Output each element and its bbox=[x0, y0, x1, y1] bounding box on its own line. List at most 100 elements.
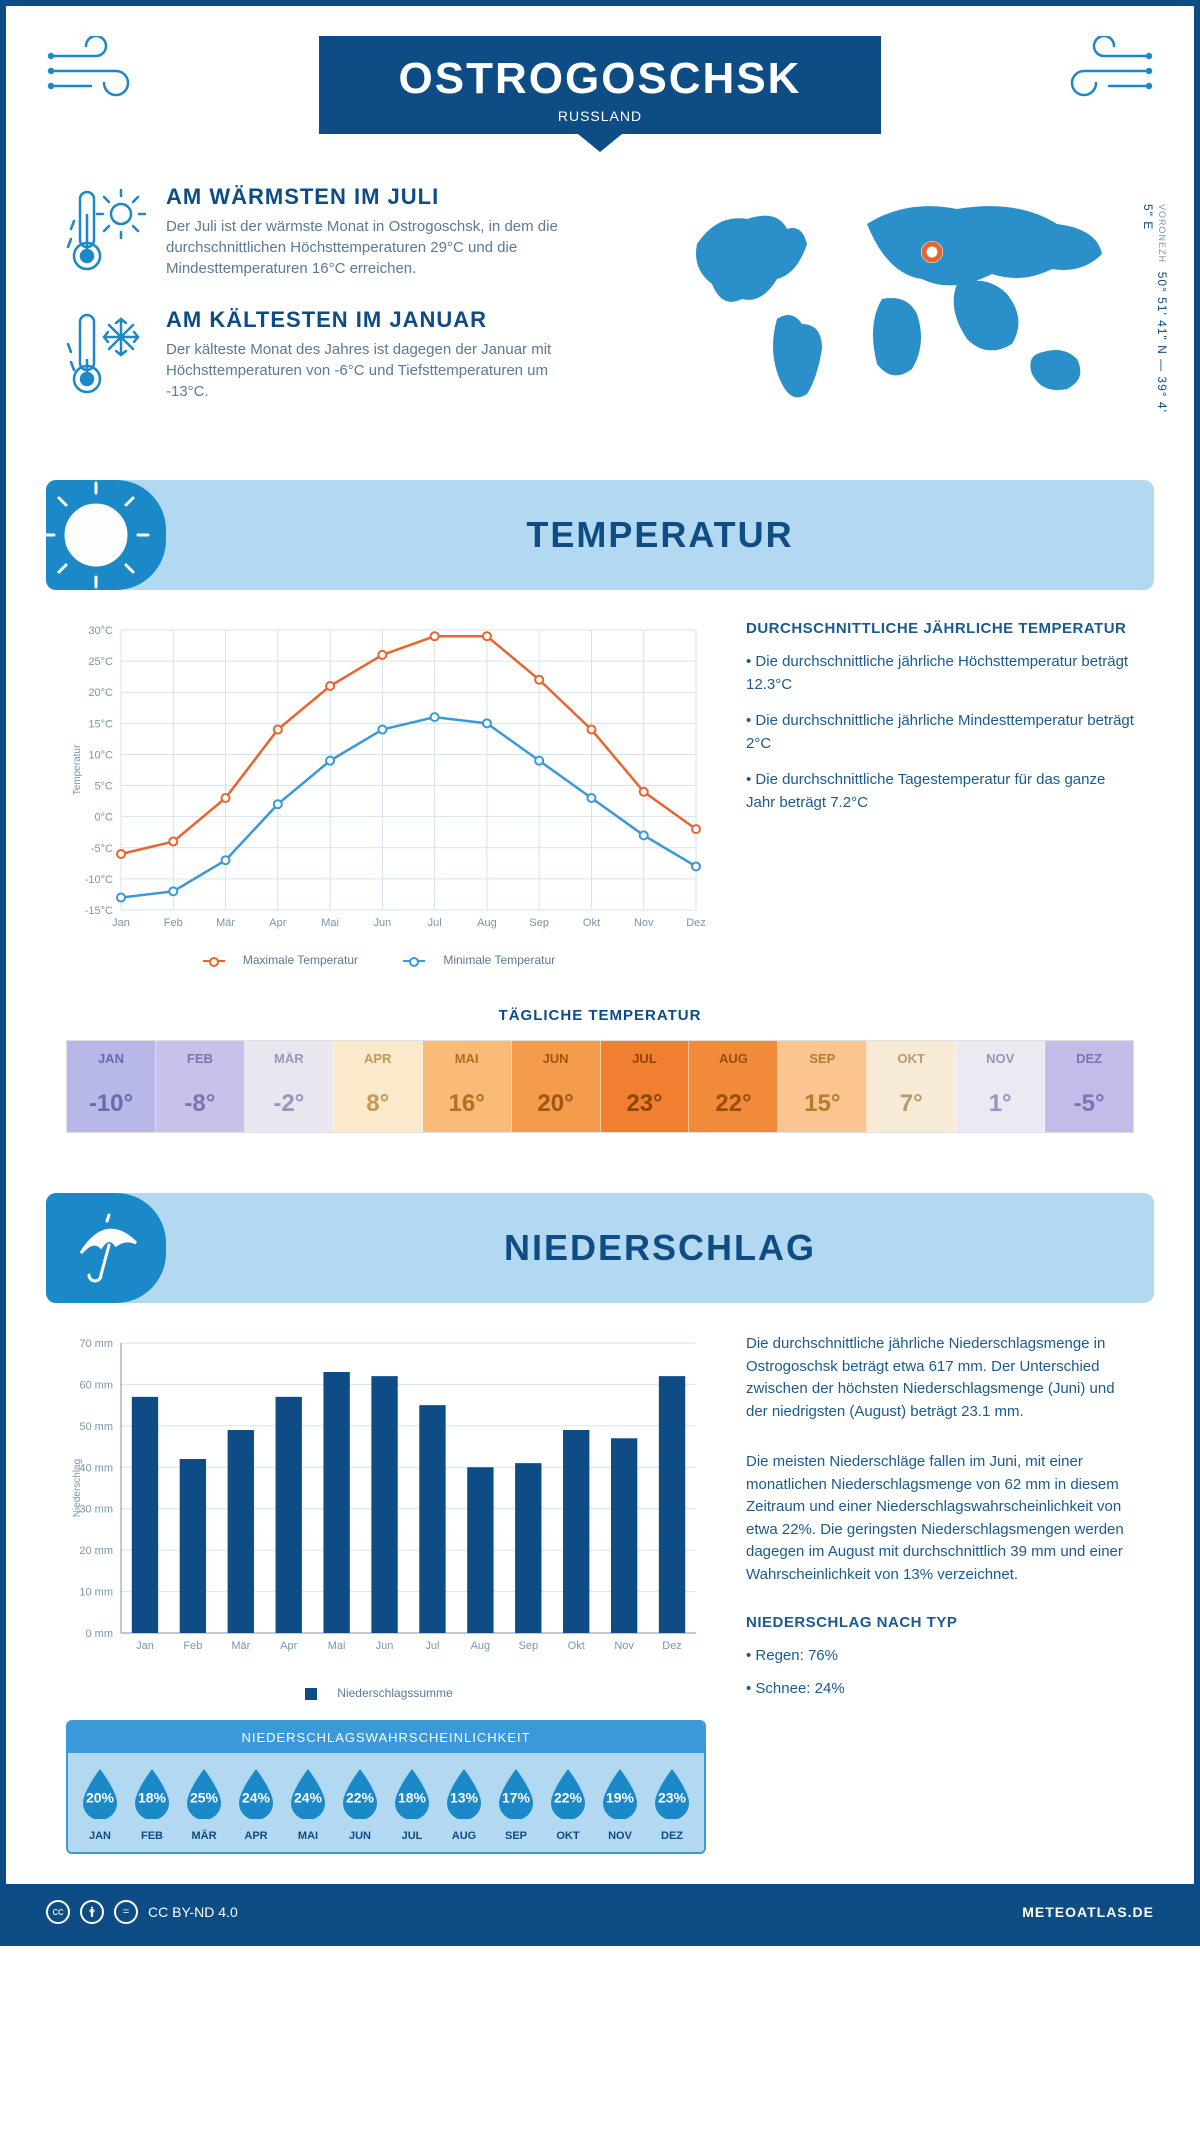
prob-cell: 24%APR bbox=[230, 1767, 282, 1842]
svg-text:Jan: Jan bbox=[136, 1640, 154, 1652]
precip-para: Die meisten Niederschläge fallen im Juni… bbox=[746, 1451, 1134, 1586]
svg-text:Jun: Jun bbox=[373, 917, 391, 929]
wind-icon bbox=[46, 36, 156, 111]
temp-value: 15° bbox=[778, 1076, 866, 1132]
prob-cell: 13%AUG bbox=[438, 1767, 490, 1842]
month-label: FEB bbox=[156, 1041, 244, 1076]
temp-cell: FEB-8° bbox=[156, 1041, 245, 1132]
raindrop-icon: 13% bbox=[438, 1767, 490, 1824]
temperature-legend: Maximale Temperatur Minimale Temperatur bbox=[66, 953, 706, 967]
temp-value: 8° bbox=[334, 1076, 422, 1132]
month-label: JUL bbox=[601, 1041, 689, 1076]
svg-text:Jun: Jun bbox=[376, 1640, 394, 1652]
svg-text:Nov: Nov bbox=[614, 1640, 634, 1652]
month-label: MAI bbox=[282, 1830, 334, 1842]
prob-cell: 18% FEB bbox=[126, 1767, 178, 1842]
temp-cell: JAN-10° bbox=[67, 1041, 156, 1132]
raindrop-icon: 18% bbox=[386, 1767, 438, 1824]
type-bullet: • Schnee: 24% bbox=[746, 1678, 1134, 1701]
temp-value: 22° bbox=[689, 1076, 777, 1132]
prob-cell: 24% MAI bbox=[282, 1767, 334, 1842]
raindrop-icon: 18% bbox=[126, 1767, 178, 1824]
precipitation-probability: NIEDERSCHLAGSWAHRSCHEINLICHKEIT 20%JAN18… bbox=[66, 1720, 706, 1854]
fact-title: AM KÄLTESTEN IM JANUAR bbox=[166, 307, 566, 333]
world-map-icon bbox=[667, 184, 1127, 424]
svg-text:30 mm: 30 mm bbox=[79, 1504, 113, 1516]
fact-title: AM WÄRMSTEN IM JULI bbox=[166, 184, 566, 210]
license-text: CC BY-ND 4.0 bbox=[148, 1904, 238, 1920]
svg-text:Aug: Aug bbox=[477, 917, 497, 929]
svg-text:40 mm: 40 mm bbox=[79, 1462, 113, 1474]
temp-value: 23° bbox=[601, 1076, 689, 1132]
by-type-title: NIEDERSCHLAG NACH TYP bbox=[746, 1614, 1134, 1631]
svg-text:Mär: Mär bbox=[231, 1640, 250, 1652]
precipitation-text: Die durchschnittliche jährliche Niedersc… bbox=[746, 1333, 1134, 1854]
svg-text:-5°C: -5°C bbox=[91, 843, 113, 855]
license: cc 🛉 = CC BY-ND 4.0 bbox=[46, 1900, 238, 1924]
temp-cell: JUN20° bbox=[512, 1041, 601, 1132]
temp-value: 16° bbox=[423, 1076, 511, 1132]
month-label: OKT bbox=[542, 1830, 594, 1842]
svg-text:Okt: Okt bbox=[568, 1640, 585, 1652]
month-label: AUG bbox=[689, 1041, 777, 1076]
temp-cell: MÄR-2° bbox=[245, 1041, 334, 1132]
svg-text:Sep: Sep bbox=[519, 1640, 539, 1652]
fact-text: Der kälteste Monat des Jahres ist dagege… bbox=[166, 339, 566, 402]
world-map-container: VORONEZH 50° 51' 41" N — 39° 4' 5" E bbox=[667, 184, 1134, 430]
svg-text:Jul: Jul bbox=[428, 917, 442, 929]
month-label: DEZ bbox=[1045, 1041, 1133, 1076]
temp-value: -5° bbox=[1045, 1076, 1133, 1132]
stats-title: DURCHSCHNITTLICHE JÄHRLICHE TEMPERATUR bbox=[746, 620, 1134, 637]
section-banner-precipitation: NIEDERSCHLAG bbox=[46, 1193, 1154, 1303]
month-label: MÄR bbox=[178, 1830, 230, 1842]
temperature-stats: DURCHSCHNITTLICHE JÄHRLICHE TEMPERATUR •… bbox=[746, 620, 1134, 967]
month-label: DEZ bbox=[646, 1830, 698, 1842]
temp-value: 20° bbox=[512, 1076, 600, 1132]
temp-value: -10° bbox=[67, 1076, 155, 1132]
svg-text:Feb: Feb bbox=[183, 1640, 202, 1652]
svg-text:5°C: 5°C bbox=[95, 781, 114, 793]
month-label: JUN bbox=[334, 1830, 386, 1842]
svg-text:10°C: 10°C bbox=[88, 749, 113, 761]
precipitation-row: 0 mm10 mm20 mm30 mm40 mm50 mm60 mm70 mmN… bbox=[6, 1303, 1194, 1884]
footer: cc 🛉 = CC BY-ND 4.0 METEOATLAS.DE bbox=[6, 1884, 1194, 1940]
raindrop-icon: 25% bbox=[178, 1767, 230, 1824]
svg-text:Mai: Mai bbox=[328, 1640, 346, 1652]
probability-title: NIEDERSCHLAGSWAHRSCHEINLICHKEIT bbox=[68, 1722, 704, 1753]
temp-value: 1° bbox=[956, 1076, 1044, 1132]
site-name: METEOATLAS.DE bbox=[1022, 1904, 1154, 1920]
raindrop-icon: 19% bbox=[594, 1767, 646, 1824]
by-icon: 🛉 bbox=[80, 1900, 104, 1924]
month-label: OKT bbox=[867, 1041, 955, 1076]
svg-text:0°C: 0°C bbox=[95, 812, 114, 824]
intro-section: AM WÄRMSTEN IM JULI Der Juli ist der wär… bbox=[6, 184, 1194, 460]
raindrop-icon: 24% bbox=[282, 1767, 334, 1824]
month-label: SEP bbox=[490, 1830, 542, 1842]
month-label: NOV bbox=[594, 1830, 646, 1842]
raindrop-icon: 22% bbox=[542, 1767, 594, 1824]
thermometer-snow-icon bbox=[66, 307, 146, 402]
svg-text:10 mm: 10 mm bbox=[79, 1587, 113, 1599]
precipitation-legend: Niederschlagssumme bbox=[66, 1686, 706, 1700]
raindrop-icon: 22% bbox=[334, 1767, 386, 1824]
umbrella-icon bbox=[46, 1193, 166, 1303]
raindrop-icon: 20% bbox=[74, 1767, 126, 1824]
month-label: APR bbox=[334, 1041, 422, 1076]
temp-value: -8° bbox=[156, 1076, 244, 1132]
svg-text:Aug: Aug bbox=[471, 1640, 491, 1652]
svg-text:Feb: Feb bbox=[164, 917, 183, 929]
prob-cell: 22% OKT bbox=[542, 1767, 594, 1842]
svg-text:50 mm: 50 mm bbox=[79, 1421, 113, 1433]
svg-text:Niederschlag: Niederschlag bbox=[72, 1459, 83, 1517]
svg-text:0 mm: 0 mm bbox=[86, 1628, 114, 1640]
prob-cell: 19% NOV bbox=[594, 1767, 646, 1842]
svg-text:-15°C: -15°C bbox=[85, 905, 113, 917]
raindrop-icon: 17% bbox=[490, 1767, 542, 1824]
svg-text:Apr: Apr bbox=[280, 1640, 297, 1652]
section-banner-temperature: TEMPERATUR bbox=[46, 480, 1154, 590]
temp-cell: APR8° bbox=[334, 1041, 423, 1132]
month-label: FEB bbox=[126, 1830, 178, 1842]
nd-icon: = bbox=[114, 1900, 138, 1924]
svg-text:30°C: 30°C bbox=[88, 625, 113, 637]
svg-text:Apr: Apr bbox=[269, 917, 286, 929]
